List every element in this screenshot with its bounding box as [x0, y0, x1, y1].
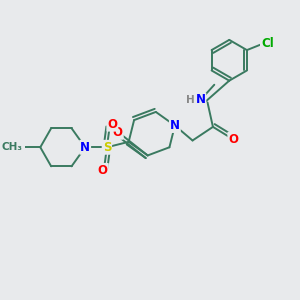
- Text: CH₃: CH₃: [2, 142, 22, 152]
- Text: O: O: [113, 126, 123, 139]
- Text: N: N: [170, 119, 180, 132]
- Text: N: N: [196, 93, 206, 106]
- Text: Cl: Cl: [261, 37, 274, 50]
- Text: O: O: [228, 133, 238, 146]
- Text: O: O: [107, 118, 117, 131]
- Text: H: H: [186, 95, 195, 105]
- Text: N: N: [80, 141, 90, 154]
- Text: S: S: [103, 141, 111, 154]
- Text: O: O: [98, 164, 108, 177]
